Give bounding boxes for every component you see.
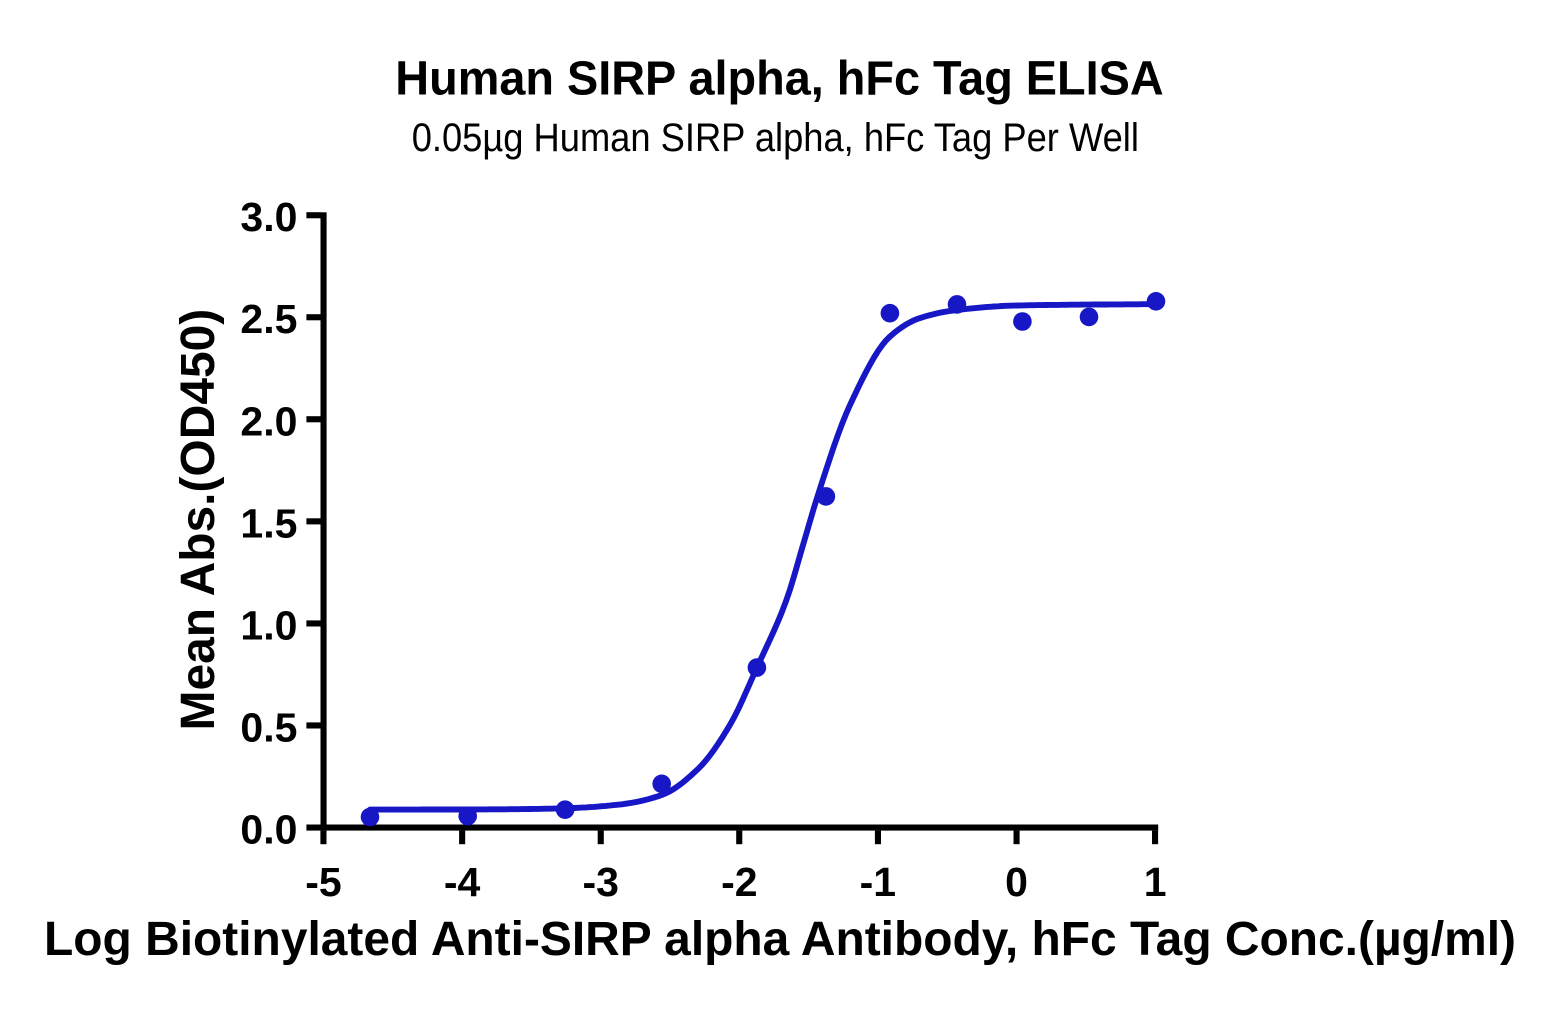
svg-text:0.05µg Human SIRP alpha, hFc T: 0.05µg Human SIRP alpha, hFc Tag Per Wel…	[412, 116, 1139, 160]
svg-text:1: 1	[1144, 859, 1167, 905]
svg-text:Mean Abs.(OD450): Mean Abs.(OD450)	[172, 309, 225, 731]
svg-text:1.0: 1.0	[240, 602, 297, 648]
svg-text:Log Biotinylated Anti-SIRP alp: Log Biotinylated Anti-SIRP alpha Antibod…	[44, 913, 1516, 966]
svg-text:-4: -4	[444, 859, 481, 905]
svg-text:Human SIRP alpha, hFc Tag ELIS: Human SIRP alpha, hFc Tag ELISA	[395, 52, 1163, 105]
svg-text:-3: -3	[582, 859, 618, 905]
svg-text:-5: -5	[305, 859, 341, 905]
svg-text:0.5: 0.5	[240, 705, 297, 751]
svg-text:1.5: 1.5	[240, 500, 297, 546]
svg-text:-2: -2	[721, 859, 757, 905]
svg-text:0.0: 0.0	[240, 807, 297, 853]
svg-text:0: 0	[1005, 859, 1028, 905]
svg-text:2.5: 2.5	[240, 296, 297, 342]
svg-text:3.0: 3.0	[240, 194, 297, 240]
svg-text:-1: -1	[860, 859, 896, 905]
svg-text:2.0: 2.0	[240, 398, 297, 444]
